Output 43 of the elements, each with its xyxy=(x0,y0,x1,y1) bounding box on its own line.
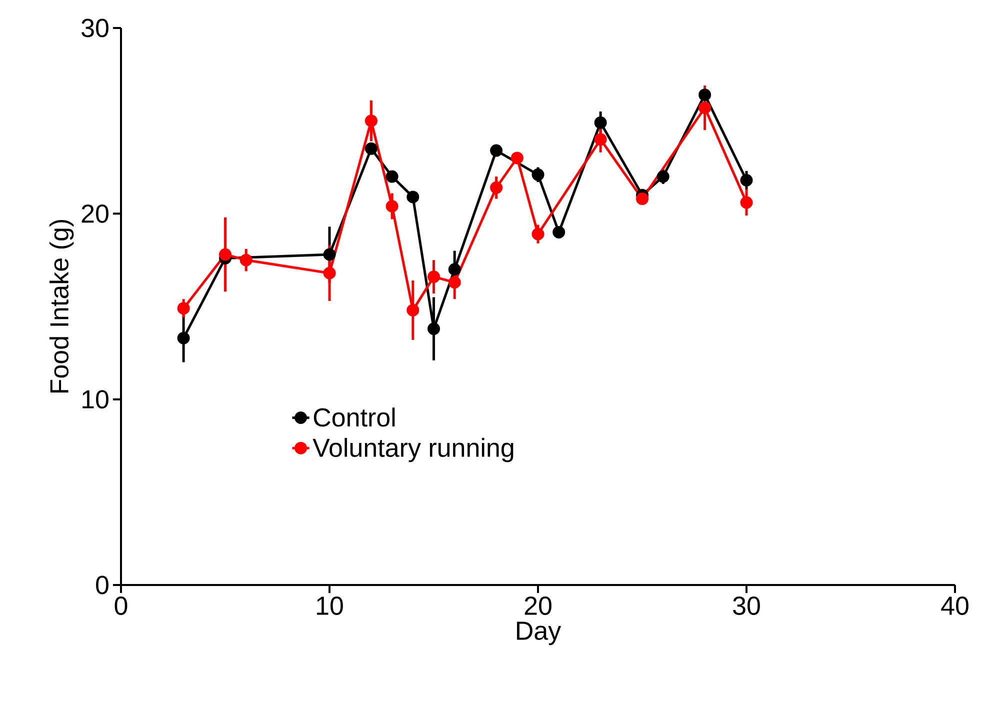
point xyxy=(177,302,190,315)
point xyxy=(698,102,712,114)
point xyxy=(636,192,649,206)
y-tick-label: 10 xyxy=(82,390,108,409)
point xyxy=(594,133,607,146)
point xyxy=(490,144,503,157)
point xyxy=(448,276,461,289)
point xyxy=(386,170,398,183)
point xyxy=(490,181,503,194)
point xyxy=(406,190,420,204)
legend-label: Control xyxy=(314,408,395,427)
point xyxy=(323,266,336,280)
y-tick-label: 0 xyxy=(96,576,108,594)
point xyxy=(740,196,753,209)
y-axis-title: Food Intake (g) xyxy=(49,220,74,393)
x-tick-label: 40 xyxy=(941,596,968,615)
x-axis-title: Day xyxy=(517,622,562,646)
x-tick-label: 0 xyxy=(114,596,128,615)
point xyxy=(219,248,232,261)
point xyxy=(428,322,440,336)
point xyxy=(364,142,378,155)
legend-label: Voluntary running xyxy=(312,438,514,462)
point xyxy=(428,270,440,284)
point xyxy=(510,152,524,164)
y-tick-label: 20 xyxy=(82,204,108,223)
point xyxy=(532,228,544,240)
point xyxy=(552,226,566,238)
point xyxy=(364,114,378,128)
point xyxy=(656,170,670,183)
point xyxy=(594,116,607,129)
point xyxy=(532,168,544,181)
x-tick-label: 30 xyxy=(733,596,760,615)
point xyxy=(448,263,461,276)
y-tick-label: 30 xyxy=(82,18,108,38)
point xyxy=(240,254,252,266)
point xyxy=(698,88,712,102)
point xyxy=(323,248,336,261)
point xyxy=(386,200,398,212)
x-tick-label: 20 xyxy=(524,596,552,615)
x-tick-label: 10 xyxy=(317,596,343,615)
point xyxy=(406,304,420,316)
point xyxy=(740,174,753,186)
point xyxy=(177,332,190,344)
